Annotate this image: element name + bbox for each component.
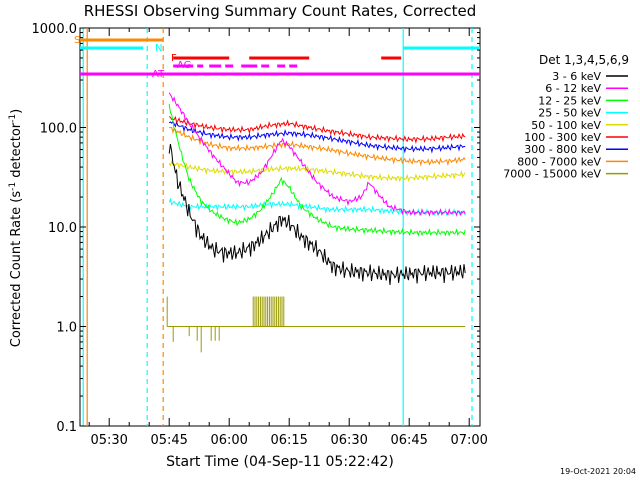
y-tick-label: 100.0 [40,122,77,137]
legend-entry: 7000 - 15000 keV [503,168,601,181]
flag-label: F [171,53,177,64]
y-axis-label-detector: detector [9,122,24,182]
series-line [168,197,466,217]
flag-label: AG [177,60,191,71]
y-axis-label-sup: -1 [8,182,18,191]
legend-entry: 300 - 800 keV [524,143,601,156]
series-line [168,143,466,285]
series-line [168,115,466,145]
y-axis-label: Corrected Count Rate (s-1 detector-1) [8,109,24,347]
legend-entry: 3 - 6 keV [552,70,601,83]
legend-entry: 50 - 100 keV [531,119,601,132]
legend-entry: 6 - 12 keV [545,82,601,95]
series-lines [166,92,466,353]
y-axis-ticks: 0.1 1.0 10.0 100.0 1000.0 [32,22,480,435]
legend-title: Det 1,3,4,5,6,9 [539,53,629,67]
legend-entry: 25 - 50 keV [538,107,601,120]
y-axis-label-main: Corrected Count Rate (s [9,191,24,348]
timestamp: 19-Oct-2021 20:04 [560,467,636,476]
chart-title: RHESSI Observing Summary Count Rates, Co… [84,2,477,20]
y-axis-label-close: ) [9,109,24,114]
series-spikes [166,296,285,353]
x-tick-label: 06:00 [210,433,247,448]
series-line [169,126,466,167]
legend-entry: 100 - 300 keV [524,131,601,144]
x-tick-label: 06:15 [270,433,307,448]
series-line [168,159,466,183]
x-axis-label: Start Time (04-Sep-11 05:22:42) [166,454,394,470]
x-tick-label: 05:45 [150,433,187,448]
y-tick-label: 1.0 [56,321,77,336]
series-line [168,120,466,154]
flag-label: N [155,43,162,54]
observing-boundary-lines [82,28,473,426]
x-tick-label: 06:45 [390,433,427,448]
y-tick-label: 10.0 [48,221,77,236]
x-axis-ticks: 05:30 05:45 06:00 06:15 06:30 06:45 07:00 [88,28,488,448]
y-tick-label: 1000.0 [32,22,78,37]
y-axis-label-sup2: -1 [8,114,18,123]
legend-entry: 800 - 7000 keV [517,155,601,168]
series-line [168,103,466,237]
series-line [168,92,466,218]
flag-label: S [74,35,80,46]
legend-entry: 12 - 25 keV [538,94,601,107]
x-tick-label: 06:30 [330,433,367,448]
x-tick-label: 05:30 [90,433,127,448]
flag-label: AT [152,69,165,80]
y-tick-label: 0.1 [56,420,77,435]
x-tick-label: 07:00 [450,433,487,448]
